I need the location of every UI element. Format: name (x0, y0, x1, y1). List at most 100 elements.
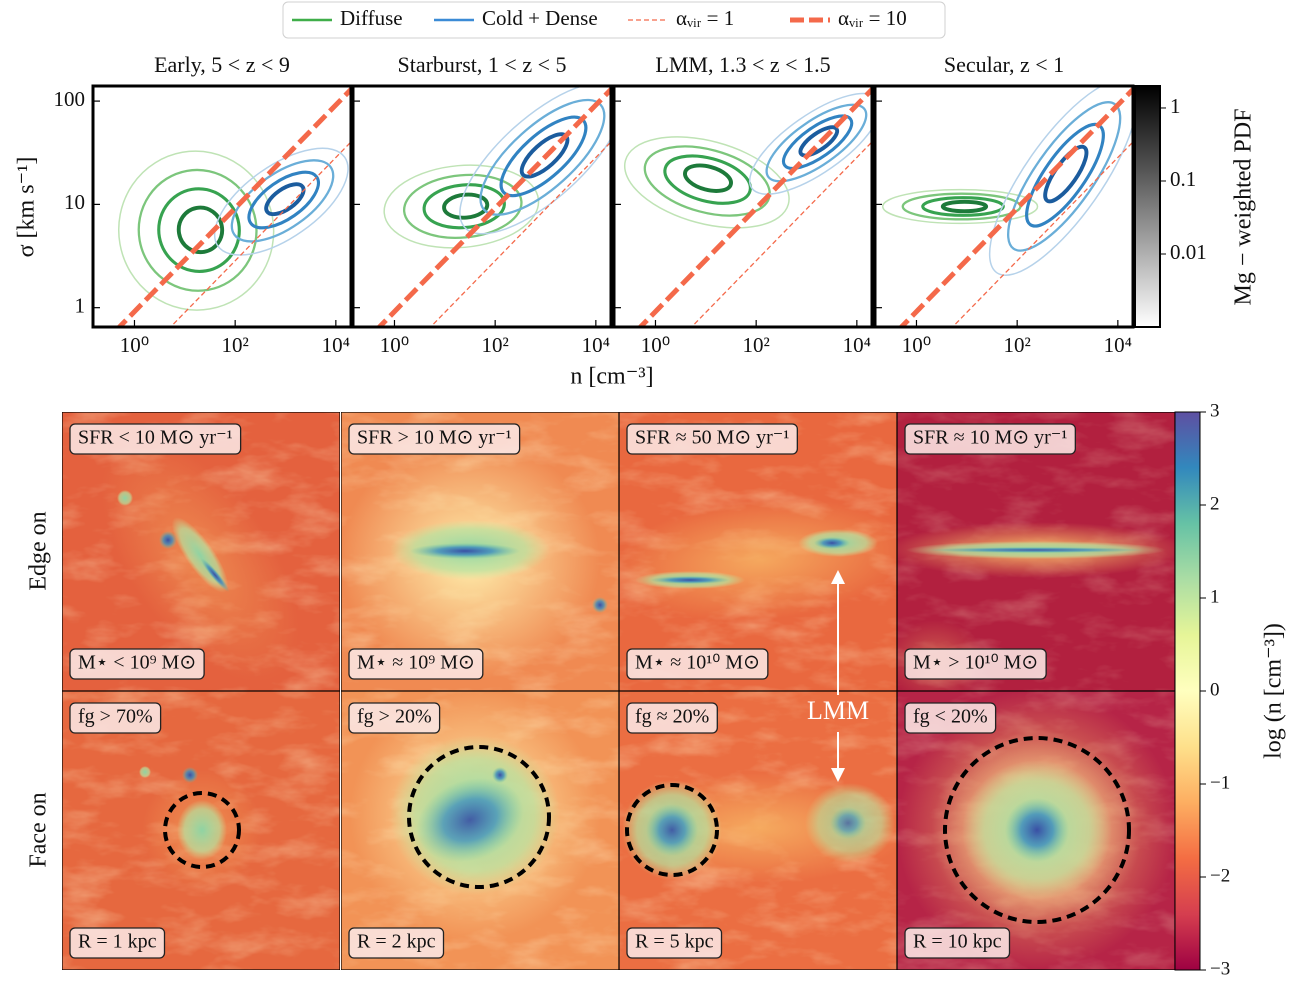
panel-label-box (626, 702, 718, 734)
colorbar-tick-label: 0.1 (1170, 167, 1196, 191)
density-map (62, 691, 340, 970)
contour (781, 114, 854, 170)
reference-line (375, 86, 611, 327)
reference-line (690, 140, 872, 327)
colorbar-tick-label: 2 (1210, 493, 1220, 514)
panel-label-box (904, 927, 1011, 959)
plot-area (375, 86, 611, 327)
x-tick-label: 10² (743, 333, 770, 357)
x-tick-label: 10⁰ (380, 333, 409, 357)
density-map (897, 412, 1175, 691)
labels: fg ≈ 20% R = 5 kpc (626, 702, 723, 959)
colorbar-tick-label: 0.01 (1170, 240, 1207, 264)
contour (881, 188, 1039, 225)
colorbar-label: Mg − weighted PDF (1231, 109, 1257, 306)
y-tick-label: 1 (75, 293, 86, 317)
labels: fg < 20% R = 10 kpc (904, 702, 1011, 959)
panel-title: LMM, 1.3 < z < 1.5 (655, 52, 830, 77)
x-tick-label: 10⁰ (120, 333, 149, 357)
panel-label: M⋆ ≈ 10⁹ M⊙ (357, 652, 475, 674)
panel-label-box (69, 423, 242, 455)
x-tick-label: 10⁴ (322, 333, 350, 357)
contour (663, 154, 752, 205)
row-label: Edge on (26, 511, 52, 590)
annotation-arrowhead (831, 768, 845, 782)
gas-structure (139, 766, 151, 778)
contour (137, 168, 258, 292)
x-tick-label: 10⁴ (1104, 333, 1132, 357)
contour (765, 103, 868, 183)
panel-label: SFR ≈ 10 M⊙ yr⁻¹ (913, 427, 1067, 449)
gas-structure (1005, 798, 1069, 862)
gas-structure (492, 767, 508, 783)
panel-label: R = 1 kpc (78, 931, 157, 953)
colorbar (1174, 411, 1201, 971)
gas-structure (416, 777, 524, 863)
panel-label-box (348, 648, 484, 680)
colorbar (1134, 85, 1161, 328)
legend-box (282, 1, 946, 39)
panel-label: SFR > 10 M⊙ yr⁻¹ (357, 427, 512, 449)
gas-structure (592, 597, 608, 613)
panel-label: fg < 20% (913, 706, 988, 728)
contour (402, 173, 523, 239)
reference-line (636, 86, 872, 327)
gas-structure (159, 531, 177, 549)
contour (798, 125, 840, 158)
panel-label: M⋆ > 10¹⁰ M⊙ (913, 652, 1038, 674)
contour (264, 182, 306, 217)
colorbar-tick-label: 1 (1210, 586, 1220, 607)
contour (442, 192, 490, 220)
gas-structure (117, 490, 133, 506)
panel-label: fg > 20% (357, 706, 432, 728)
radius-circle (625, 783, 719, 877)
colorbar-tick-label: −3 (1210, 958, 1230, 979)
reference-line (951, 140, 1133, 327)
x-tick-label: 10⁰ (902, 333, 931, 357)
density-map (341, 691, 619, 970)
legend-label: αᵥᵢᵣ = 10 (838, 6, 907, 30)
density-map (897, 691, 1175, 970)
plot-area (115, 86, 351, 327)
panel-label-box (904, 702, 997, 734)
annotation: LMM (807, 696, 869, 725)
contour (230, 159, 335, 243)
labels: SFR < 10 M⊙ yr⁻¹ M⋆ < 10⁹ M⊙ (69, 423, 242, 680)
contour (643, 145, 771, 217)
labels: SFR ≈ 10 M⊙ yr⁻¹ M⋆ > 10¹⁰ M⊙ (904, 423, 1076, 680)
density-map (62, 412, 340, 691)
y-tick-label: 100 (54, 87, 86, 111)
panel-label: fg ≈ 20% (635, 706, 709, 728)
contour (213, 147, 349, 256)
panel-label-box (626, 648, 769, 680)
x-tick-label: 10² (222, 333, 249, 357)
panel-label-box (348, 927, 445, 959)
panel-label: M⋆ < 10⁹ M⊙ (78, 652, 196, 674)
contour (247, 170, 320, 230)
panel-label: R = 2 kpc (357, 931, 436, 953)
axes-frame (351, 84, 613, 329)
panel-label: R = 10 kpc (913, 931, 1002, 953)
contour (988, 86, 1133, 276)
gas-structure (410, 543, 520, 559)
gas-structure (200, 557, 230, 593)
panel-label: fg > 70% (78, 706, 153, 728)
density-map (341, 412, 619, 691)
annotation-arrowhead (831, 570, 845, 584)
gas-structure (830, 807, 866, 839)
reference-line (115, 86, 351, 327)
contour (683, 163, 733, 193)
contour (901, 192, 1022, 221)
labels: SFR > 10 M⊙ yr⁻¹ M⋆ ≈ 10⁹ M⊙ (348, 423, 521, 680)
panel-label-box (626, 927, 723, 959)
row-label: Face on (26, 792, 52, 867)
panel-label-box (69, 927, 166, 959)
x-tick-label: 10⁴ (582, 333, 610, 357)
y-tick-label: 10 (64, 190, 85, 214)
panel-title: Starburst, 1 < z < 5 (397, 52, 566, 77)
y-axis-label: σ [km s⁻¹] (14, 157, 40, 258)
panel-title: Secular, z < 1 (944, 52, 1064, 77)
colorbar-tick-label: 1 (1170, 94, 1181, 118)
radius-circle (163, 791, 241, 869)
